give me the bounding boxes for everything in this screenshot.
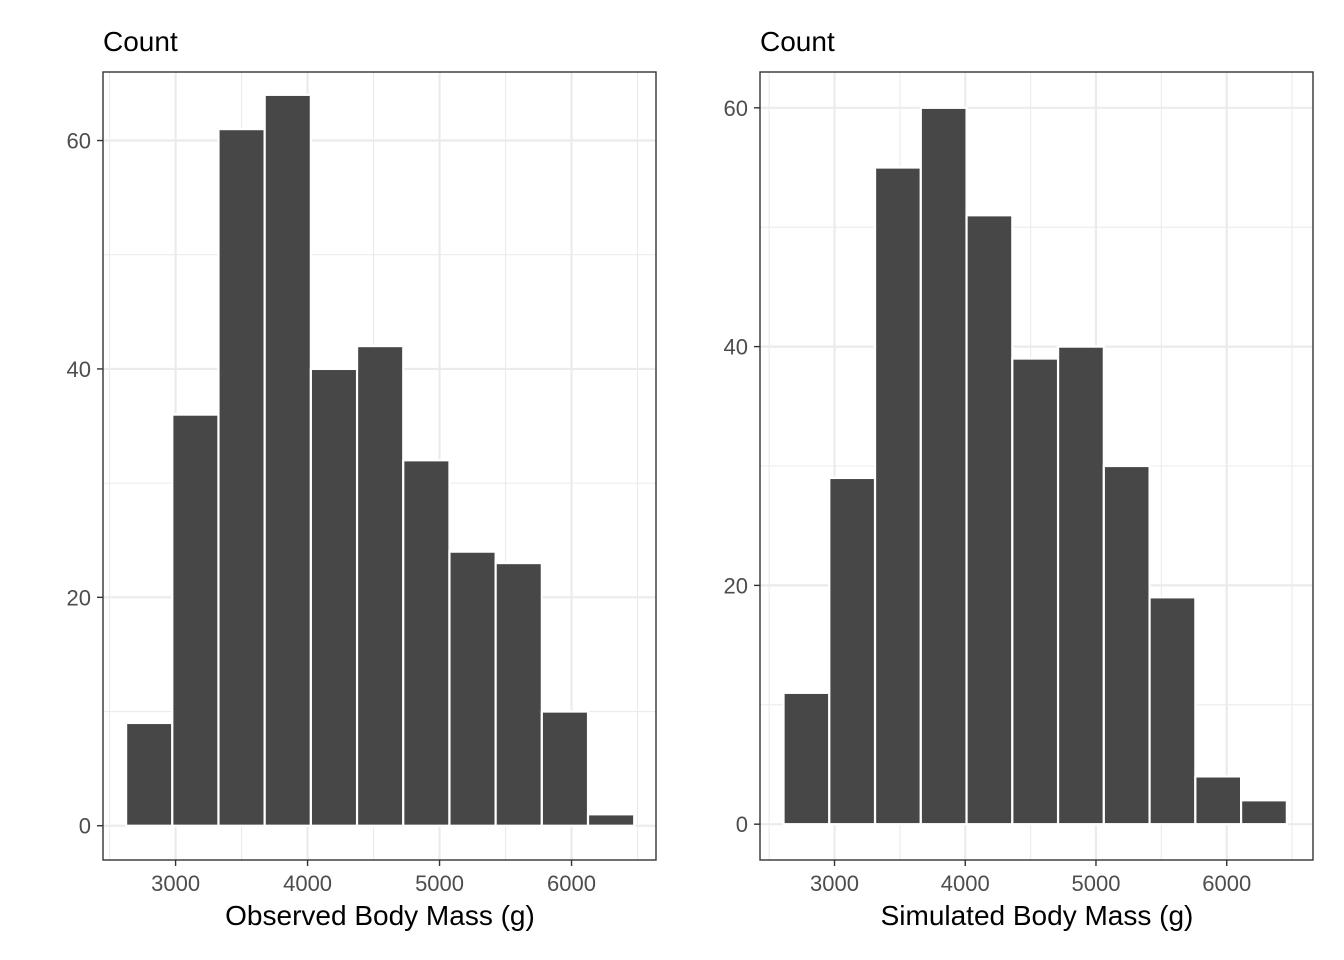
histogram-bar	[1104, 466, 1150, 824]
x-tick-label: 3000	[151, 871, 200, 896]
histogram-bar	[311, 369, 357, 826]
y-tick-label: 40	[67, 357, 91, 382]
histogram-bar	[967, 215, 1013, 824]
x-tick-label: 4000	[283, 871, 332, 896]
histogram-panel-simulated: Count Simulated Body Mass (g) 0 20 40 60 300…	[724, 26, 1313, 931]
y-tick-label: 60	[67, 129, 91, 154]
x-axis-title-observed: Observed Body Mass (g)	[225, 900, 535, 931]
histogram-bar	[1241, 800, 1287, 824]
y-tick-label: 20	[67, 585, 91, 610]
histogram-bar	[265, 95, 311, 826]
y-tick-label: 60	[724, 96, 748, 121]
histogram-bar	[1150, 597, 1196, 824]
x-tick-label: 5000	[415, 871, 464, 896]
histogram-bar	[1058, 347, 1104, 825]
histogram-bar	[921, 108, 967, 824]
x-tick-label: 6000	[547, 871, 596, 896]
histogram-bar	[357, 346, 403, 826]
histogram-bar	[542, 712, 588, 826]
histogram-bar	[588, 814, 634, 825]
histogram-panel-observed: Count Observed Body Mass (g) 0 20 40 60 3000…	[67, 26, 656, 931]
y-tick-label: 20	[724, 573, 748, 598]
x-tick-label: 4000	[941, 871, 990, 896]
histogram-bar	[496, 563, 542, 826]
y-tick-label: 40	[724, 335, 748, 360]
y-axis-title-observed: Count	[103, 26, 178, 57]
x-tick-label: 5000	[1072, 871, 1121, 896]
histogram-bar	[784, 693, 830, 824]
y-tick-label: 0	[79, 814, 91, 839]
histogram-bar	[218, 129, 264, 826]
x-tick-label: 3000	[810, 871, 859, 896]
histogram-bar	[1195, 776, 1241, 824]
y-axis-title-simulated: Count	[760, 26, 835, 57]
histogram-bar	[875, 168, 921, 825]
histogram-bar	[449, 552, 495, 826]
y-tick-label: 0	[736, 812, 748, 837]
histogram-bar	[829, 478, 875, 824]
histogram-bar	[126, 723, 172, 826]
x-axis-title-simulated: Simulated Body Mass (g)	[881, 900, 1194, 931]
x-tick-label: 6000	[1202, 871, 1251, 896]
histogram-bar	[1012, 359, 1058, 825]
histogram-bar	[172, 415, 218, 826]
histogram-bar	[403, 460, 449, 825]
